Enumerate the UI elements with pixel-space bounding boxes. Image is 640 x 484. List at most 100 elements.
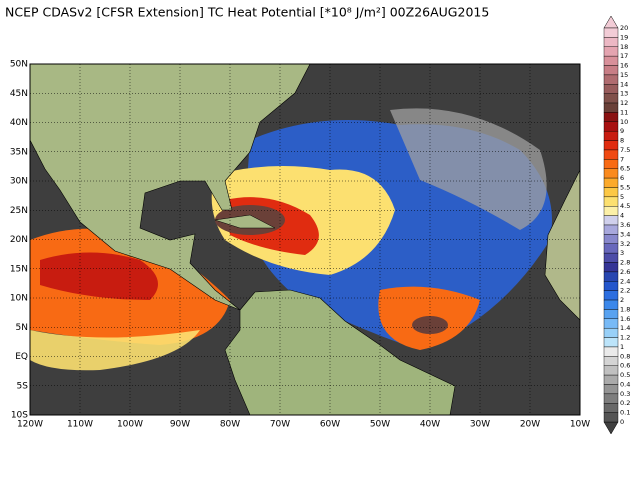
colorbar-swatch <box>603 262 619 273</box>
colorbar-swatch <box>603 55 619 66</box>
colorbar-swatch <box>603 346 619 357</box>
colorbar-swatch <box>603 177 619 188</box>
colorbar-swatch <box>603 384 619 395</box>
colorbar-label: 18 <box>620 43 628 51</box>
x-tick-label: 80W <box>220 420 240 430</box>
colorbar-swatch <box>603 74 619 85</box>
y-tick-label: 5S <box>17 381 29 391</box>
colorbar-label: 0.5 <box>620 371 630 379</box>
y-tick-label: 40N <box>10 118 28 128</box>
colorbar-label: 4.5 <box>620 202 630 210</box>
colorbar-swatch <box>603 140 619 151</box>
colorbar-swatch <box>603 46 619 57</box>
y-tick-label: 50N <box>10 60 28 70</box>
map-frame <box>29 63 581 416</box>
colorbar-label: 3.4 <box>620 230 630 238</box>
colorbar-swatch <box>603 121 619 132</box>
field-pacific-red <box>40 252 158 300</box>
colorbar-swatch <box>603 393 619 404</box>
colorbar-swatch <box>603 168 619 179</box>
x-tick-label: 30W <box>470 420 490 430</box>
x-tick-label: 100W <box>117 420 143 430</box>
colorbar-swatch <box>603 327 619 338</box>
land-south-america <box>224 289 456 416</box>
colorbar-label: 2.4 <box>620 277 630 285</box>
map-area <box>29 63 581 416</box>
colorbar: 2019181716151413121110987.576.565.554.54… <box>603 15 630 435</box>
colorbar-swatch <box>603 252 619 263</box>
colorbar-swatch <box>603 403 619 413</box>
colorbar-label: 10 <box>620 118 628 126</box>
colorbar-swatch <box>603 290 619 301</box>
x-tick-label: 90W <box>170 420 190 430</box>
colorbar-label: 7 <box>620 155 624 163</box>
colorbar-label: 15 <box>620 71 628 79</box>
colorbar-swatch <box>603 149 619 160</box>
y-tick-label: 15N <box>10 264 28 274</box>
colorbar-swatch <box>603 206 619 216</box>
colorbar-label: 6 <box>620 174 624 182</box>
colorbar-swatch <box>603 27 619 38</box>
colorbar-swatch <box>603 309 619 320</box>
colorbar-swatch <box>603 281 619 291</box>
colorbar-label: 0.8 <box>620 352 630 360</box>
title: NCEP CDASv2 [CFSR Extension] TC Heat Pot… <box>5 5 489 20</box>
colorbar-label: 7.5 <box>620 146 630 154</box>
colorbar-end <box>603 421 619 435</box>
colorbar-swatch <box>603 271 619 282</box>
colorbar-swatch <box>603 412 619 423</box>
colorbar-swatch <box>603 102 619 113</box>
x-tick-label: 10W <box>570 420 590 430</box>
x-tick-label: 110W <box>67 420 93 430</box>
colorbar-swatch <box>603 112 619 123</box>
colorbar-label: 14 <box>620 80 628 88</box>
x-tick-label: 60W <box>320 420 340 430</box>
colorbar-swatch <box>603 37 619 47</box>
colorbar-label: 1.6 <box>620 315 630 323</box>
colorbar-end <box>603 15 619 29</box>
colorbar-swatch <box>603 159 619 169</box>
colorbar-label: 9 <box>620 127 624 135</box>
y-tick-label: 10S <box>11 411 28 421</box>
colorbar-label: 19 <box>620 33 628 41</box>
colorbar-label: 1.4 <box>620 324 630 332</box>
colorbar-label: 4 <box>620 212 624 220</box>
colorbar-label: 11 <box>620 108 628 116</box>
colorbar-swatch <box>603 356 619 366</box>
field-gray <box>390 108 547 230</box>
colorbar-swatch <box>603 187 619 198</box>
y-tick-label: 30N <box>10 177 28 187</box>
y-tick-label: EQ <box>15 352 28 362</box>
colorbar-label: 0.3 <box>620 390 630 398</box>
colorbar-label: 3.6 <box>620 221 630 229</box>
y-tick-label: 10N <box>10 294 28 304</box>
colorbar-swatch <box>603 337 619 348</box>
colorbar-swatch <box>603 93 619 104</box>
colorbar-swatch <box>603 299 619 310</box>
x-tick-label: 20W <box>520 420 540 430</box>
colorbar-swatch <box>603 224 619 235</box>
field-pacific-yellow <box>30 330 200 371</box>
y-tick-label: 35N <box>10 147 28 157</box>
y-tick-label: 5N <box>16 323 28 333</box>
colorbar-label: 6.5 <box>620 165 630 173</box>
colorbar-label: 0.1 <box>620 409 630 417</box>
colorbar-swatch <box>603 215 619 226</box>
colorbar-swatch <box>603 243 619 254</box>
colorbar-label: 3.2 <box>620 240 630 248</box>
y-tick-label: 45N <box>10 89 28 99</box>
colorbar-label: 2.6 <box>620 268 630 276</box>
colorbar-swatch <box>603 196 619 207</box>
colorbar-label: 2.2 <box>620 287 630 295</box>
colorbar-label: 5 <box>620 193 624 201</box>
colorbar-label: 13 <box>620 90 628 98</box>
colorbar-label: 12 <box>620 99 628 107</box>
y-tick-label: 20N <box>10 235 28 245</box>
colorbar-label: 0.6 <box>620 362 630 370</box>
land-cuba <box>214 214 276 229</box>
colorbar-label: 17 <box>620 52 628 60</box>
colorbar-swatch <box>603 130 619 141</box>
colorbar-label: 0 <box>620 418 624 426</box>
colorbar-label: 1.8 <box>620 305 630 313</box>
colorbar-label: 2.8 <box>620 259 630 267</box>
